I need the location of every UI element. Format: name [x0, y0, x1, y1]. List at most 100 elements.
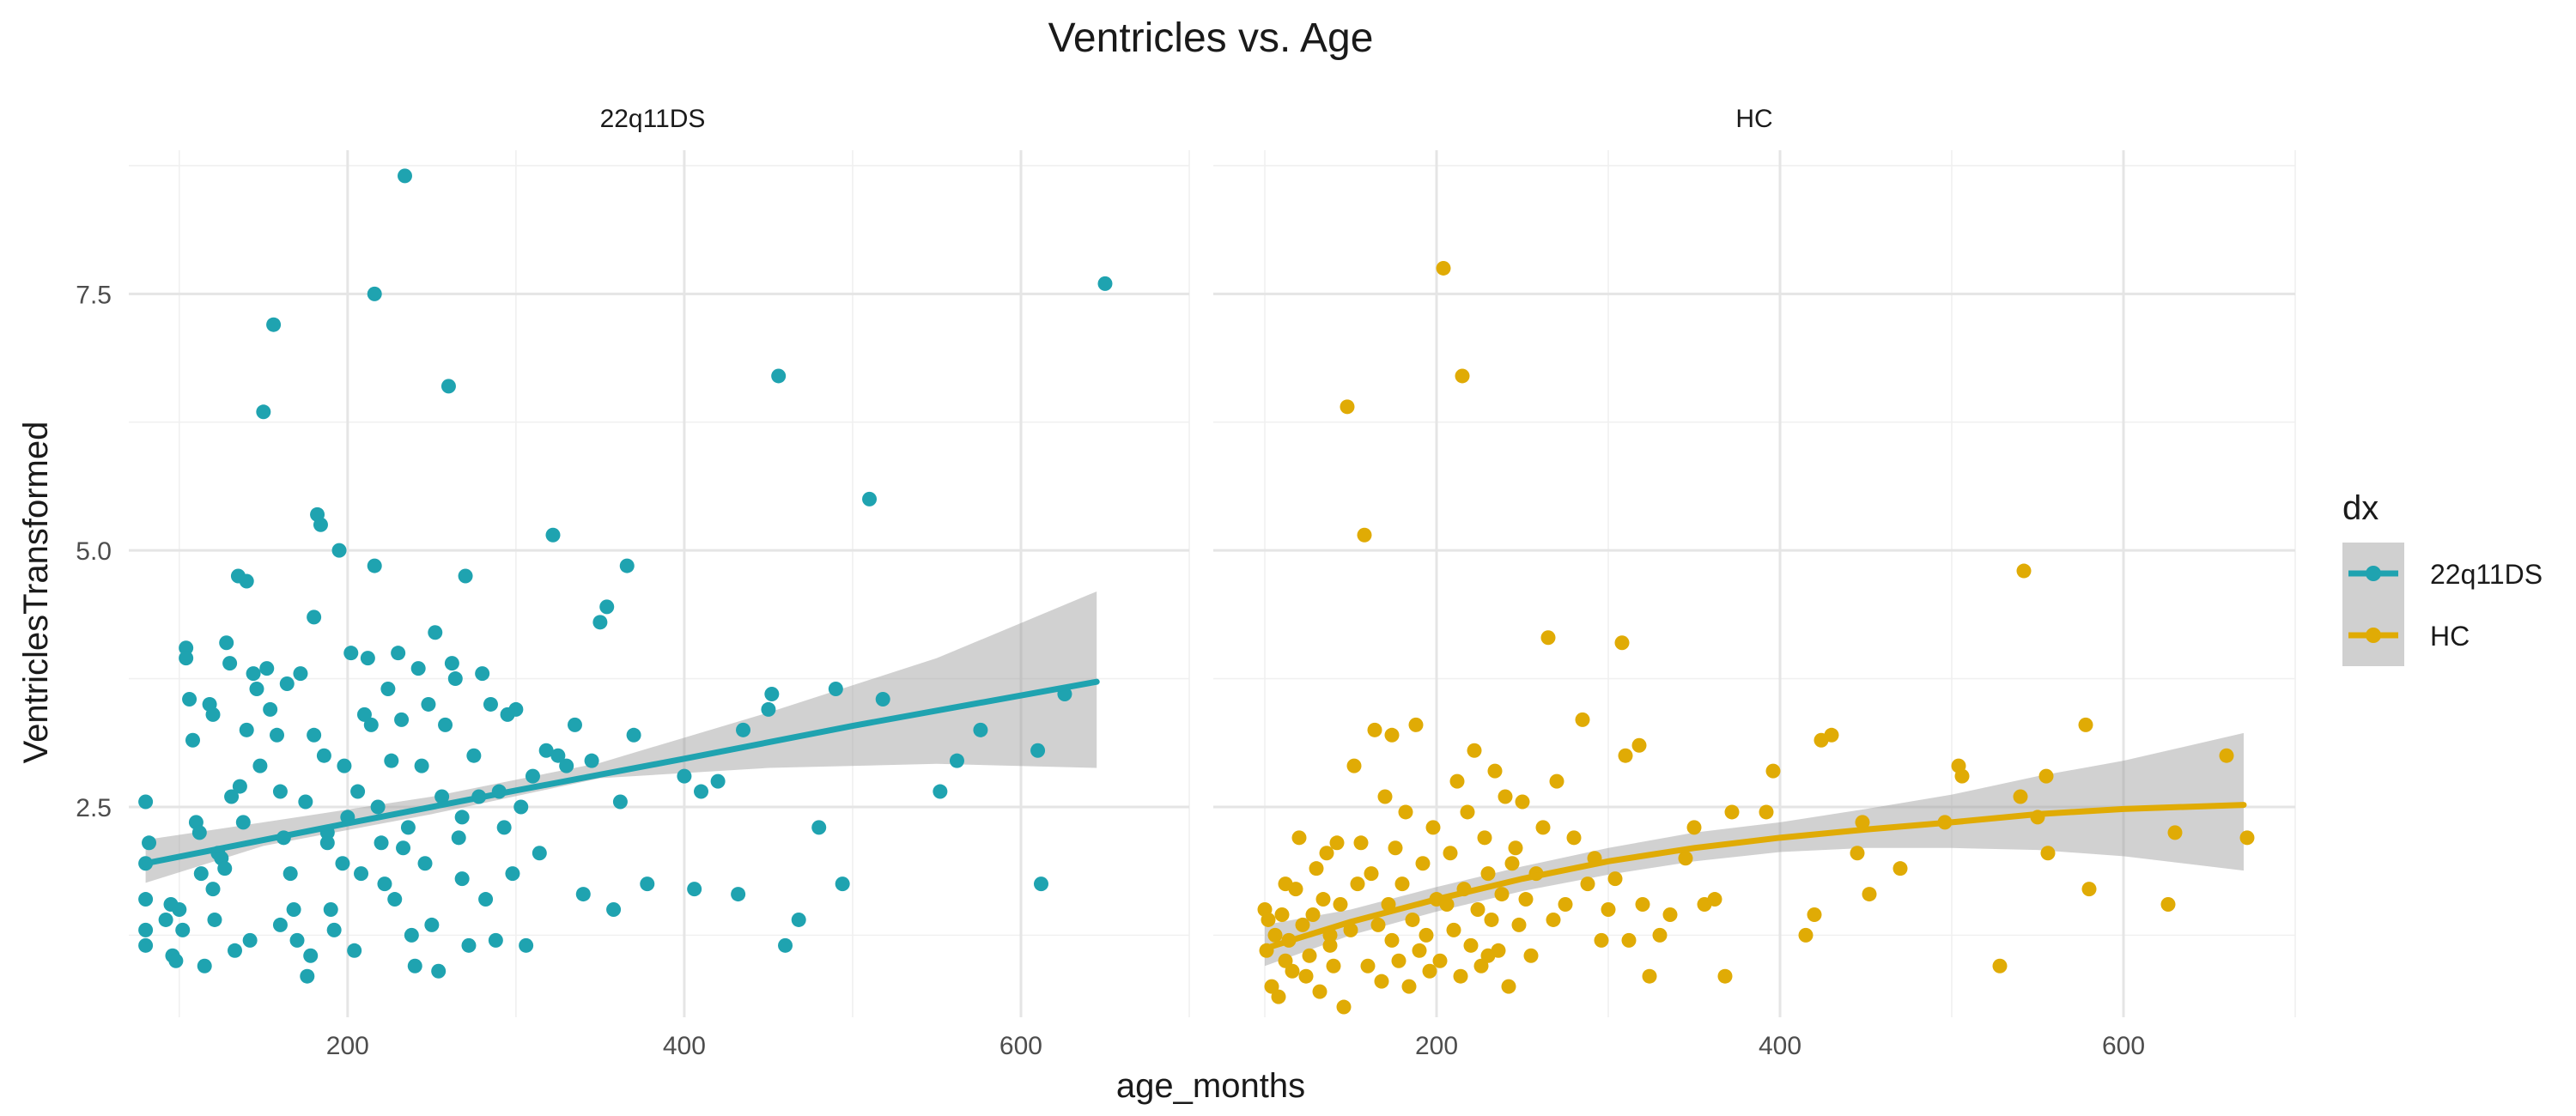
data-point — [483, 696, 498, 712]
data-point — [272, 917, 288, 932]
data-point — [677, 768, 692, 784]
data-point — [1511, 917, 1527, 932]
data-point — [2219, 748, 2234, 763]
data-point — [1546, 912, 1561, 927]
data-point — [191, 825, 207, 840]
data-point — [2038, 768, 2054, 784]
data-point — [367, 286, 382, 301]
data-point — [619, 558, 635, 573]
data-point — [391, 646, 406, 661]
data-point — [1415, 856, 1431, 871]
data-point — [168, 953, 184, 968]
data-point — [335, 856, 350, 871]
data-point — [1030, 743, 1046, 758]
data-point — [1678, 851, 1693, 866]
data-point — [862, 491, 878, 506]
data-point — [1566, 830, 1582, 846]
panel-22q11ds: 22q11DS — [129, 105, 1190, 1017]
data-point — [350, 784, 366, 799]
panel-strip-label: HC — [1735, 105, 1772, 133]
data-point — [1285, 963, 1300, 979]
data-point — [396, 840, 411, 856]
data-point — [407, 958, 422, 973]
data-point — [1412, 943, 1427, 958]
data-point — [1405, 912, 1420, 927]
data-point — [1432, 953, 1448, 968]
data-point — [205, 882, 221, 897]
legend-title: dx — [2342, 489, 2379, 527]
data-point — [323, 901, 338, 917]
data-point — [158, 912, 173, 927]
data-point — [1309, 861, 1324, 876]
data-point — [1261, 912, 1276, 927]
data-point — [626, 727, 641, 743]
data-point — [239, 722, 254, 737]
data-point — [1384, 727, 1400, 743]
data-point — [731, 887, 746, 902]
data-point — [1549, 773, 1564, 789]
x-tick-label: 600 — [2102, 1032, 2145, 1060]
data-point — [1097, 276, 1113, 291]
data-point — [875, 691, 890, 707]
data-point — [217, 861, 233, 876]
data-point — [1724, 804, 1740, 820]
data-point — [1855, 815, 1870, 830]
legend-label: HC — [2430, 621, 2470, 652]
data-point — [949, 753, 964, 768]
data-point — [193, 866, 209, 882]
data-point — [1807, 907, 1822, 922]
data-point — [205, 707, 221, 722]
data-point — [219, 635, 234, 651]
data-point — [454, 871, 470, 887]
data-point — [1455, 368, 1470, 384]
data-point — [421, 696, 436, 712]
data-point — [289, 932, 305, 948]
data-point — [394, 712, 410, 727]
data-point — [764, 686, 780, 701]
data-point — [1367, 722, 1382, 737]
panel-plot-area — [1213, 150, 2296, 1017]
data-point — [599, 599, 615, 615]
data-point — [1862, 887, 1877, 902]
data-point — [1686, 820, 1702, 835]
data-point — [293, 666, 308, 682]
data-point — [1278, 953, 1293, 968]
data-point — [1336, 999, 1352, 1015]
data-point — [326, 922, 342, 937]
data-point — [1473, 958, 1489, 973]
data-point — [1463, 937, 1479, 953]
data-point — [1033, 876, 1048, 892]
y-tick-label: 5.0 — [76, 537, 112, 566]
data-point — [307, 727, 322, 743]
data-point — [835, 876, 850, 892]
data-point — [1315, 892, 1331, 907]
data-point — [1765, 763, 1781, 779]
data-point — [1360, 958, 1376, 973]
data-point — [1631, 737, 1647, 753]
x-tick-label: 600 — [999, 1032, 1042, 1060]
data-point — [1322, 937, 1338, 953]
x-tick-label: 400 — [663, 1032, 706, 1060]
data-point — [1391, 953, 1406, 968]
data-point — [1340, 399, 1355, 415]
x-axis: age_months 200 400 600 200 400 600 — [326, 1032, 2145, 1105]
data-point — [1954, 768, 1970, 784]
data-point — [263, 701, 278, 717]
data-point — [559, 758, 574, 773]
data-point — [343, 646, 359, 661]
data-point — [1594, 932, 1609, 948]
data-point — [2016, 563, 2032, 579]
data-point — [431, 963, 447, 979]
data-point — [1652, 927, 1668, 943]
data-point — [387, 892, 403, 907]
data-point — [438, 717, 453, 732]
trend-line — [1261, 802, 2247, 952]
data-point — [710, 773, 726, 789]
y-tick-label: 7.5 — [76, 281, 112, 309]
data-point — [640, 876, 655, 892]
data-point — [1460, 804, 1475, 820]
legend-label: 22q11DS — [2430, 559, 2543, 590]
data-point — [1446, 922, 1461, 937]
data-point — [428, 625, 443, 640]
data-point — [259, 661, 275, 676]
